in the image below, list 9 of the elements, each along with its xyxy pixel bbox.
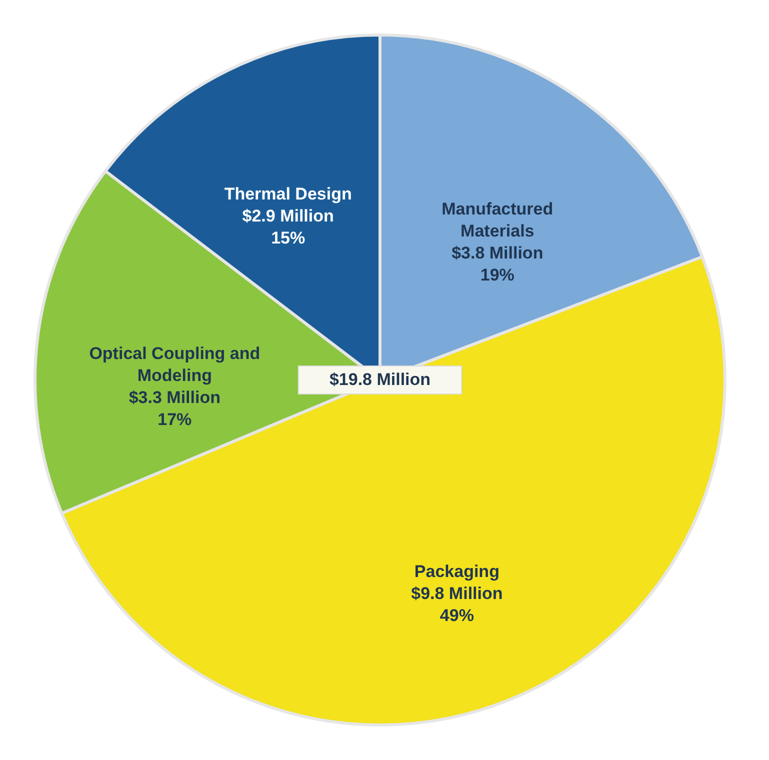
slice-label: Optical Coupling and Modeling [89,344,260,385]
data-label: $3.8 Million 19% [452,244,544,284]
data-label: $9.8 Million 49% [411,584,503,626]
data-label: $2.9 Million 15% [242,206,334,248]
data-label: $3.3 Million 17% [128,388,220,429]
slice-label: Packaging [414,562,500,582]
text: $19.8 Million [329,370,431,389]
slice-label: Thermal Design [224,184,352,204]
slice-label: Manufactured Materials [442,200,554,240]
